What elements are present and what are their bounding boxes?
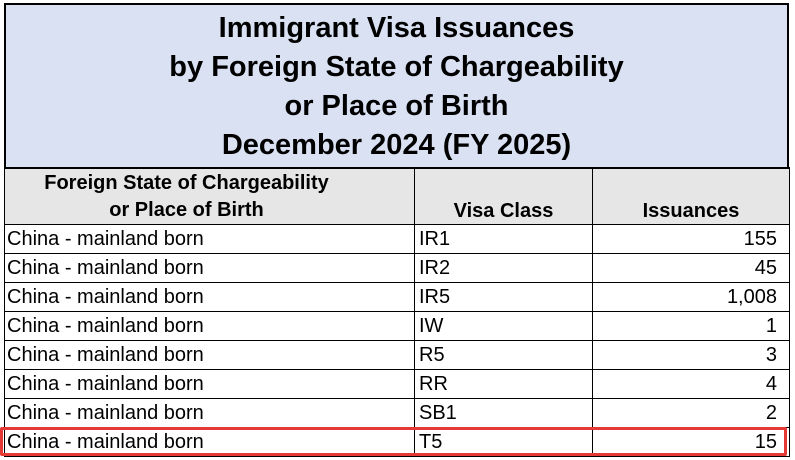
table-row-highlighted[interactable]: China - mainland born T5 15 bbox=[4, 427, 790, 457]
visa-issuance-sheet: Immigrant Visa Issuances by Foreign Stat… bbox=[4, 3, 790, 457]
issuances-cell[interactable]: 155 bbox=[592, 224, 790, 254]
header-row: Foreign State of Chargeability or Place … bbox=[4, 167, 790, 225]
visa-class-cell[interactable]: IR5 bbox=[414, 282, 593, 312]
column-header-country-line2: or Place of Birth bbox=[109, 198, 264, 221]
table-row[interactable]: China - mainland born IW 1 bbox=[4, 311, 790, 341]
visa-class-cell[interactable]: R5 bbox=[414, 340, 593, 370]
issuances-cell[interactable]: 3 bbox=[592, 340, 790, 370]
country-cell[interactable]: China - mainland born bbox=[4, 311, 415, 341]
issuances-cell[interactable]: 1,008 bbox=[592, 282, 790, 312]
country-cell[interactable]: China - mainland born bbox=[4, 224, 415, 254]
visa-class-cell[interactable]: IW bbox=[414, 311, 593, 341]
table-row[interactable]: China - mainland born IR1 155 bbox=[4, 224, 790, 254]
column-header-country: Foreign State of Chargeability or Place … bbox=[4, 167, 415, 225]
column-header-country-line1: Foreign State of Chargeability bbox=[44, 171, 329, 194]
column-header-visa-class: Visa Class bbox=[414, 167, 593, 225]
visa-class-cell[interactable]: IR1 bbox=[414, 224, 593, 254]
issuances-cell[interactable]: 4 bbox=[592, 369, 790, 399]
column-header-issuances: Issuances bbox=[592, 167, 790, 225]
country-cell[interactable]: China - mainland born bbox=[4, 427, 415, 457]
title-line-1: Immigrant Visa Issuances bbox=[218, 12, 575, 44]
country-cell[interactable]: China - mainland born bbox=[4, 282, 415, 312]
issuances-cell[interactable]: 1 bbox=[592, 311, 790, 341]
country-cell[interactable]: China - mainland born bbox=[4, 340, 415, 370]
table-row[interactable]: China - mainland born R5 3 bbox=[4, 340, 790, 370]
visa-class-cell[interactable]: IR2 bbox=[414, 253, 593, 283]
country-cell[interactable]: China - mainland born bbox=[4, 253, 415, 283]
visa-class-cell[interactable]: SB1 bbox=[414, 398, 593, 428]
issuances-cell[interactable]: 15 bbox=[592, 427, 790, 457]
title-line-2: by Foreign State of Chargeability bbox=[169, 51, 624, 83]
visa-class-cell[interactable]: RR bbox=[414, 369, 593, 399]
title-line-4: December 2024 (FY 2025) bbox=[221, 129, 572, 161]
title-block: Immigrant Visa Issuances by Foreign Stat… bbox=[4, 3, 789, 167]
table-row[interactable]: China - mainland born IR2 45 bbox=[4, 253, 790, 283]
country-cell[interactable]: China - mainland born bbox=[4, 398, 415, 428]
issuances-cell[interactable]: 2 bbox=[592, 398, 790, 428]
country-cell[interactable]: China - mainland born bbox=[4, 369, 415, 399]
issuance-table: Foreign State of Chargeability or Place … bbox=[4, 167, 790, 457]
table-row[interactable]: China - mainland born IR5 1,008 bbox=[4, 282, 790, 312]
visa-class-cell[interactable]: T5 bbox=[414, 427, 593, 457]
table-row[interactable]: China - mainland born RR 4 bbox=[4, 369, 790, 399]
title-line-3: or Place of Birth bbox=[284, 90, 509, 122]
issuances-cell[interactable]: 45 bbox=[592, 253, 790, 283]
table-row[interactable]: China - mainland born SB1 2 bbox=[4, 398, 790, 428]
